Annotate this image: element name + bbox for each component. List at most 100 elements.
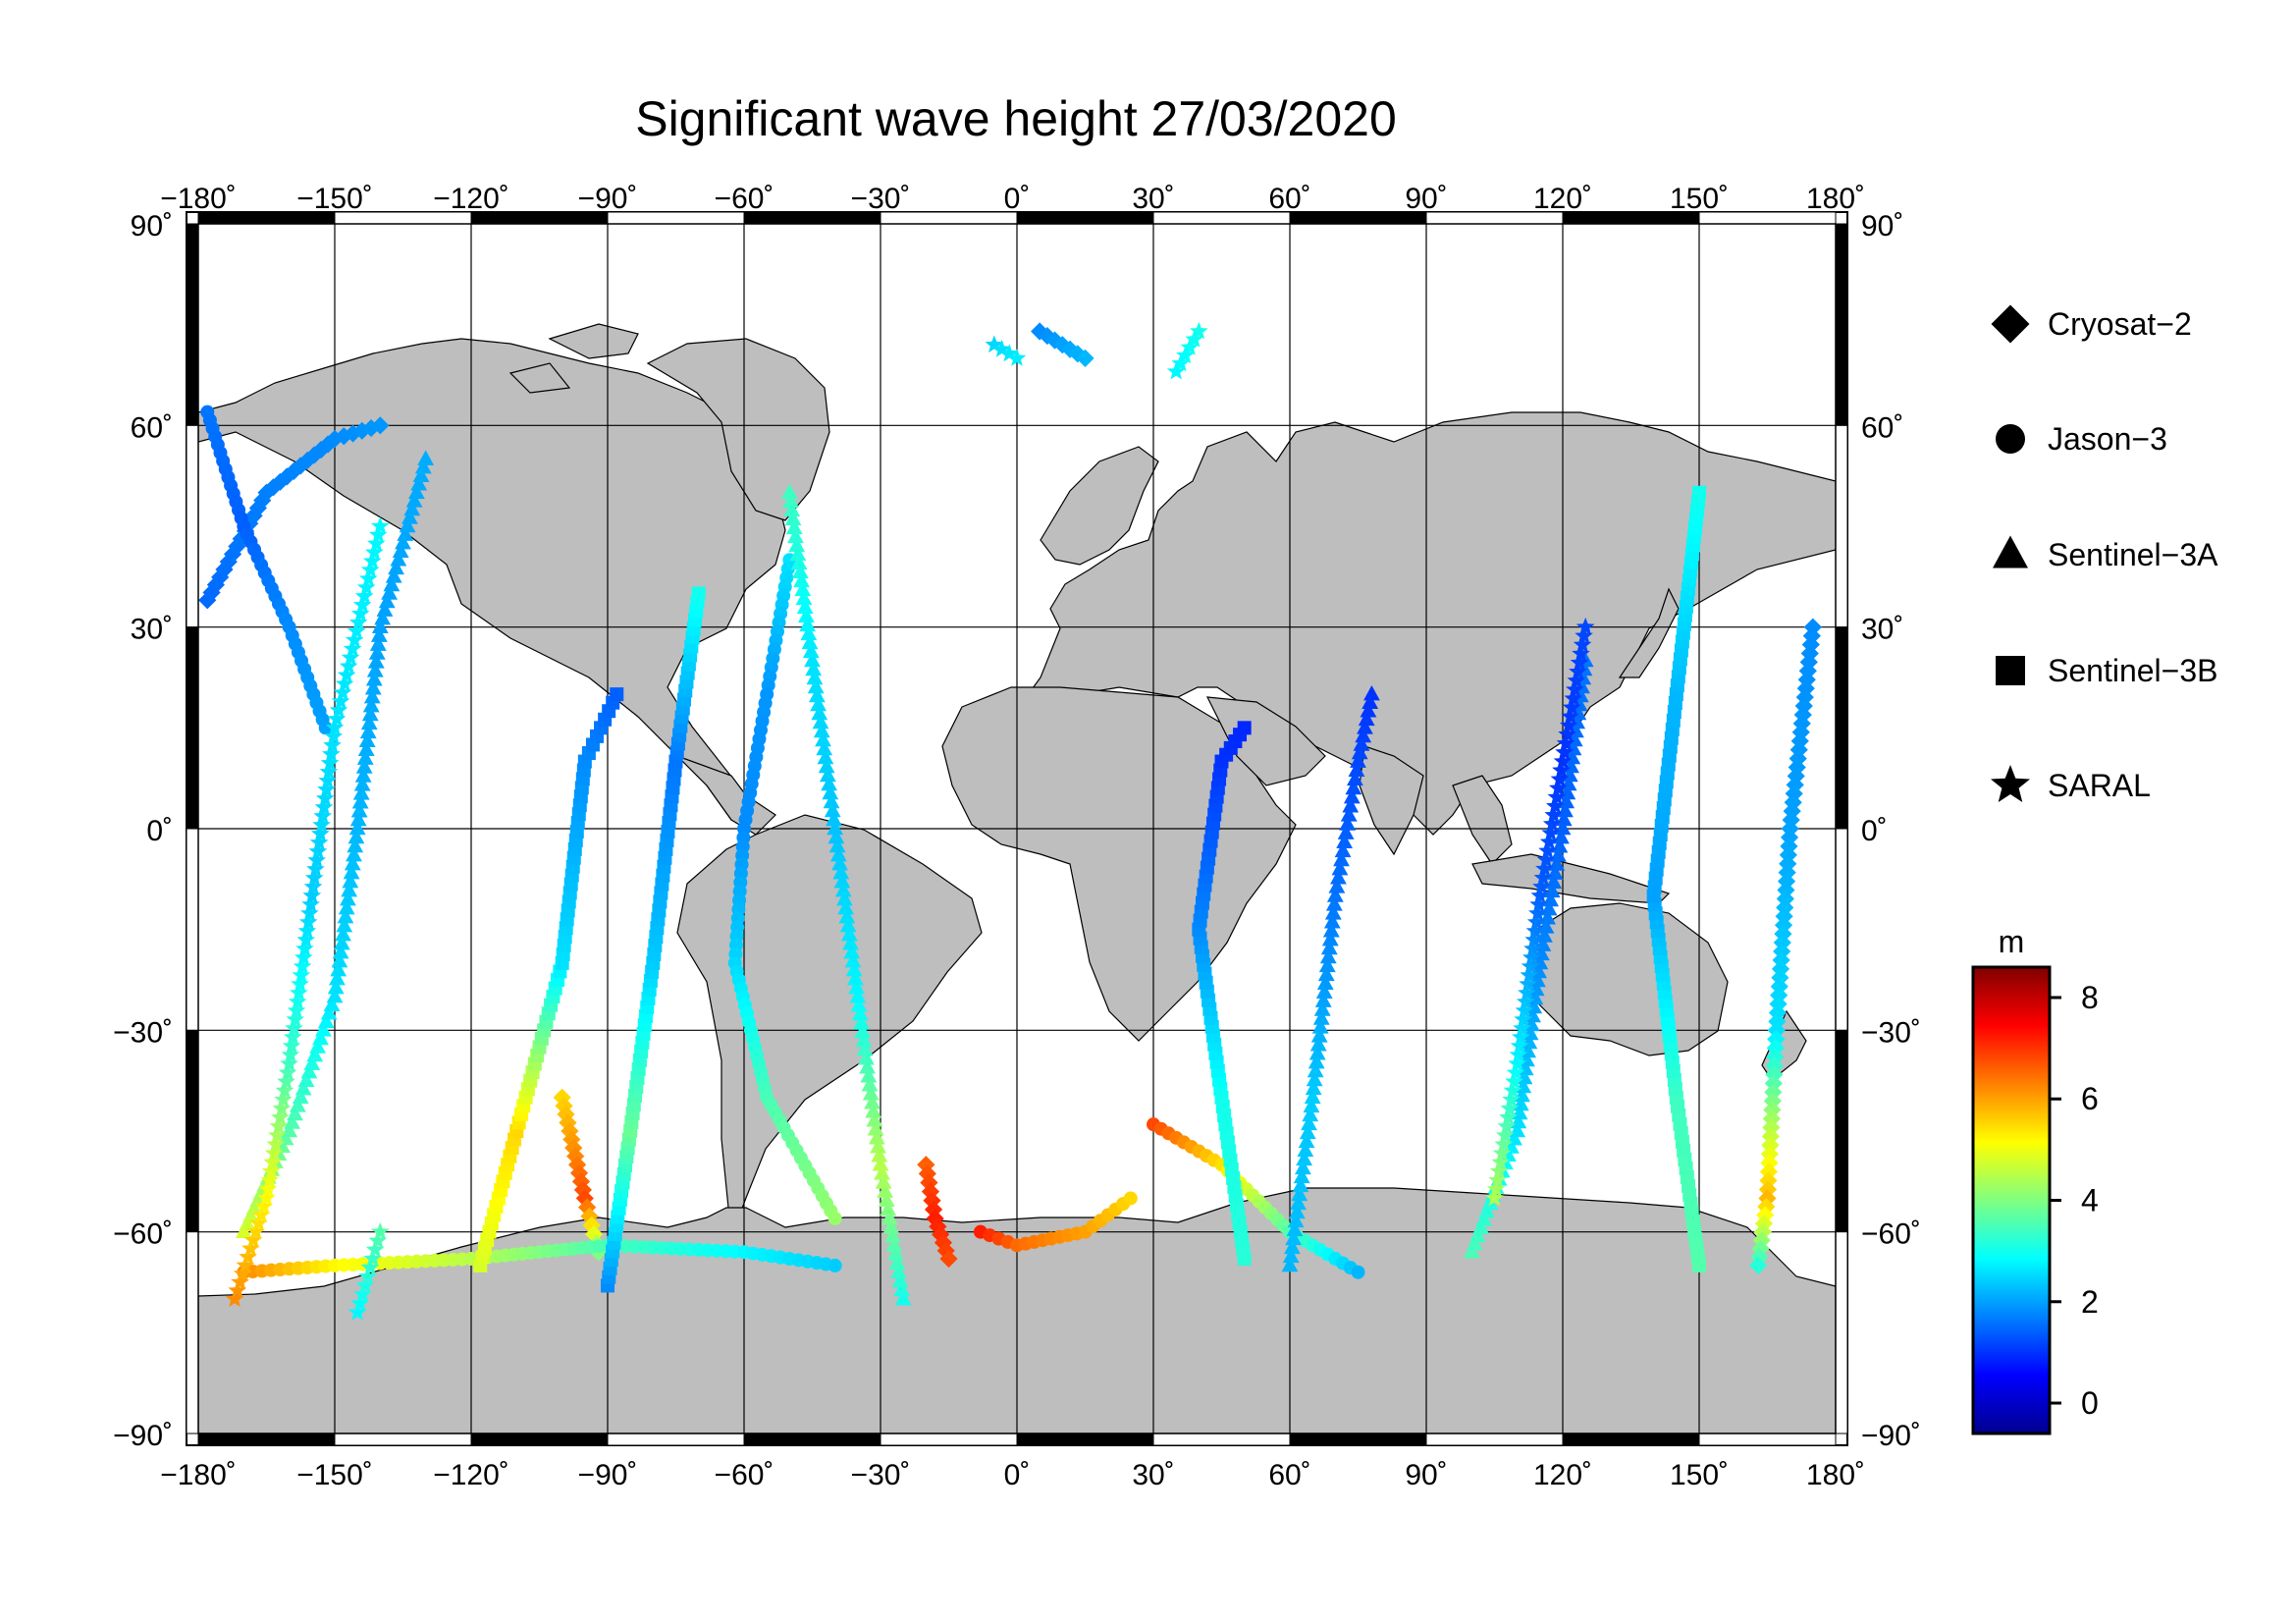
data-point	[1362, 693, 1379, 709]
data-point	[1777, 881, 1795, 899]
colorbar-tick-label: 2	[2081, 1284, 2099, 1320]
data-point	[1764, 1074, 1783, 1093]
data-point	[1351, 1265, 1365, 1279]
data-point	[1533, 868, 1553, 887]
data-point	[367, 534, 386, 552]
data-point	[804, 651, 821, 668]
lon-tick-label-bottom: 90˚	[1405, 1459, 1447, 1491]
data-point	[849, 988, 867, 1003]
frame-segment	[186, 626, 199, 830]
lat-tick-label-right: 30˚	[1861, 614, 1903, 646]
data-point	[1528, 903, 1547, 922]
data-point	[353, 776, 371, 791]
data-point	[1166, 361, 1186, 380]
data-point	[235, 1222, 252, 1238]
data-point	[303, 877, 323, 895]
data-point	[294, 947, 313, 966]
data-point	[314, 797, 334, 816]
data-point	[311, 824, 330, 842]
data-point	[317, 780, 336, 798]
data-point	[890, 1263, 907, 1279]
data-point	[926, 1209, 944, 1228]
data-point	[805, 660, 823, 676]
data-point	[856, 1041, 874, 1056]
data-point	[1325, 895, 1343, 911]
data-point	[1762, 1109, 1781, 1128]
data-point	[277, 1072, 295, 1090]
map-title: Significant wave height 27/03/2020	[635, 91, 1397, 146]
data-point	[410, 475, 428, 491]
data-point	[1544, 805, 1564, 824]
frame-segment	[880, 1433, 1018, 1446]
data-point	[1343, 787, 1361, 804]
data-point	[1324, 904, 1342, 920]
frame-segment	[186, 828, 199, 1031]
data-point	[1798, 662, 1817, 680]
legend-marker-star	[1991, 765, 2030, 802]
data-point	[1190, 321, 1208, 340]
data-point	[854, 1023, 872, 1039]
data-point	[819, 766, 836, 783]
data-point	[859, 1058, 876, 1074]
data-point	[985, 335, 1004, 353]
data-point	[1180, 338, 1200, 355]
data-point	[1541, 823, 1560, 841]
data-point	[1526, 912, 1546, 931]
satellite-tracks	[198, 321, 1822, 1321]
frame-segment	[1835, 1029, 1848, 1233]
data-point	[801, 633, 819, 650]
lat-tick-label-left: 0˚	[146, 815, 173, 847]
data-point	[308, 841, 328, 860]
data-point	[1296, 1150, 1313, 1166]
data-point	[822, 784, 839, 800]
frame-segment	[186, 1231, 199, 1434]
lon-tick-label-bottom: −150˚	[296, 1459, 373, 1491]
data-point	[936, 1241, 955, 1260]
data-point	[364, 679, 382, 695]
data-point	[875, 1173, 892, 1189]
data-point	[1575, 617, 1595, 635]
data-point	[278, 1062, 297, 1081]
colorbar-tick-label: 8	[2081, 980, 2099, 1015]
lon-tick-label-top: 0˚	[1004, 183, 1031, 215]
data-point	[292, 1088, 309, 1105]
frame-segment	[1835, 626, 1848, 830]
data-point	[307, 850, 326, 869]
data-point	[350, 604, 370, 622]
data-point	[327, 709, 347, 728]
data-point	[1348, 761, 1365, 777]
data-point	[1782, 810, 1800, 830]
data-point	[1237, 721, 1252, 735]
data-point	[294, 1080, 312, 1096]
data-point	[1510, 1036, 1529, 1055]
data-point	[342, 872, 359, 889]
data-point	[1547, 787, 1567, 805]
data-point	[361, 705, 379, 722]
data-point	[371, 1221, 390, 1240]
data-point	[1558, 725, 1576, 743]
lon-tick-label-bottom: 60˚	[1268, 1459, 1310, 1491]
data-point	[348, 819, 366, 836]
data-point	[808, 686, 826, 703]
lon-tick-label-top: −180˚	[160, 183, 237, 215]
colorbar-tick-label: 0	[2081, 1385, 2099, 1421]
data-point	[286, 1009, 305, 1028]
data-point	[365, 671, 383, 686]
data-point	[1467, 1234, 1483, 1251]
data-point	[1506, 1062, 1525, 1081]
frame-segment	[197, 1433, 336, 1446]
data-point	[1513, 1018, 1531, 1037]
data-point	[1331, 859, 1349, 876]
data-point	[296, 930, 316, 948]
data-point	[281, 1045, 300, 1063]
data-point	[878, 1191, 895, 1208]
data-point	[1310, 1027, 1328, 1043]
data-point	[1486, 1179, 1506, 1198]
frame-segment	[1835, 1231, 1848, 1434]
data-point	[1570, 653, 1589, 672]
data-point	[261, 1162, 281, 1179]
data-point	[341, 648, 360, 666]
data-point	[359, 723, 377, 739]
data-point	[800, 624, 818, 641]
data-point	[337, 907, 354, 924]
